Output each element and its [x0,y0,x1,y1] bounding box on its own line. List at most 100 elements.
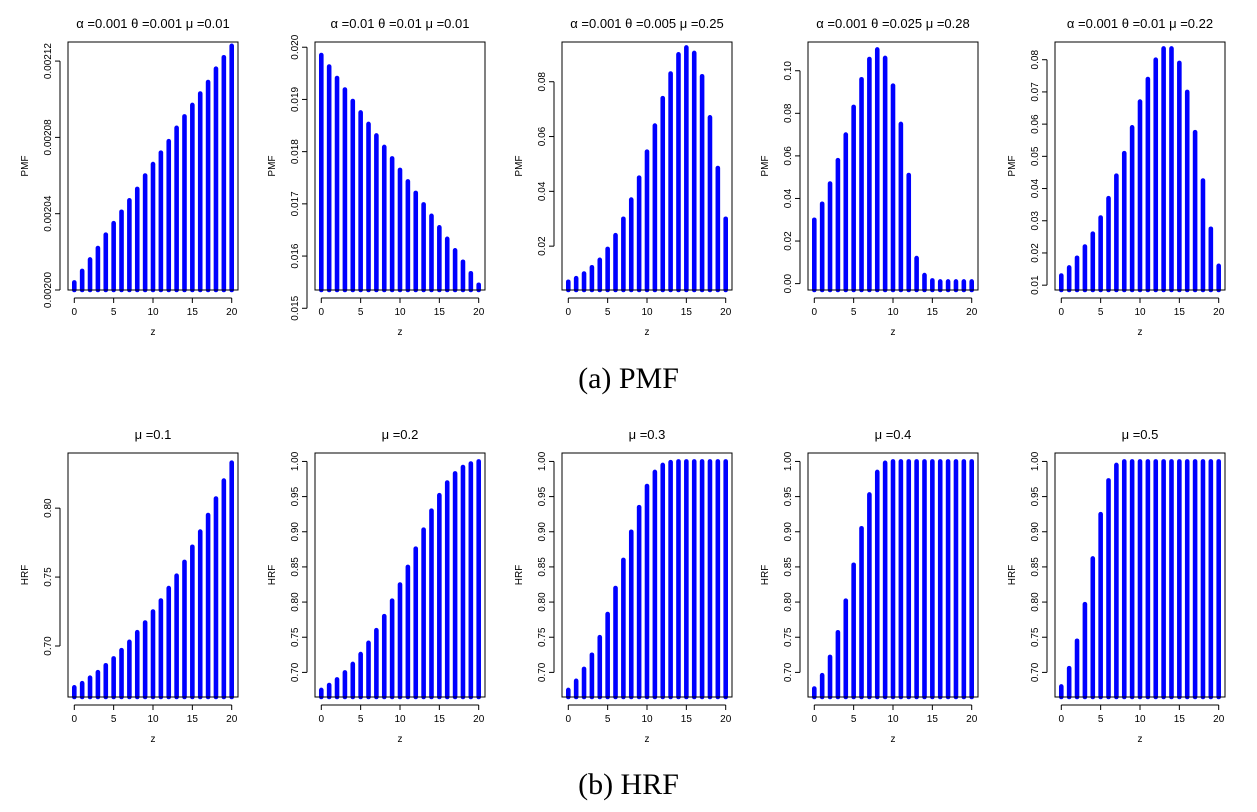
caption-pmf: (a) PMF [578,362,679,395]
y-tick-label: 0.85 [537,557,548,577]
chart-panel-b-4: μ =0.4 0 5 10 15 20 z 0.70 0.75 0.80 0.85 0.90 0.95 1… [760,427,979,745]
x-tick-label: 0 [566,714,572,725]
y-tick-label: 0.00212 [43,43,54,80]
plot-frame [1054,41,1226,291]
x-tick-label: 10 [641,714,653,725]
caption-hrf: (b) HRF [578,768,679,801]
x-axis-label: z [398,734,403,745]
chart-title: μ =0.5 [1122,427,1159,442]
y-tick-label: 0.03 [1030,211,1041,231]
chart-panel-b-5: μ =0.5 0 5 10 15 20 z 0.70 0.75 0.80 0.85 0.90 0.95 1… [1007,427,1226,745]
y-tick-label: 0.70 [43,636,54,656]
x-tick-label: 0 [72,307,78,318]
y-tick-label: 0.80 [290,592,301,612]
y-axis-label: PMF [1007,155,1018,176]
x-tick-label: 10 [887,307,899,318]
y-tick-label: 1.00 [290,451,301,471]
y-tick-label: 0.017 [290,191,301,216]
chart-title: α =0.001 θ =0.001 μ =0.01 [76,16,229,31]
y-tick-label: 0.90 [1030,522,1041,542]
x-tick-label: 5 [605,307,611,318]
y-axis-label: HRF [1007,565,1018,586]
y-tick-label: 1.00 [783,451,794,471]
x-axis-label: z [645,327,650,338]
chart-panel-b-2: μ =0.2 0 5 10 15 20 z 0.70 0.75 0.80 0.85 0.90 0.95 1… [267,427,486,745]
y-tick-label: 0.75 [290,627,301,647]
x-tick-label: 20 [720,714,732,725]
chart-title: α =0.001 θ =0.025 μ =0.28 [816,16,969,31]
y-tick-label: 0.80 [1030,592,1041,612]
x-tick-label: 5 [851,714,857,725]
y-tick-label: 0.07 [1030,82,1041,102]
chart-title: μ =0.4 [875,427,912,442]
y-tick-label: 0.00208 [43,119,54,156]
x-tick-label: 10 [394,307,406,318]
y-tick-label: 0.00 [783,273,794,293]
x-axis-label: z [1138,327,1143,338]
y-tick-label: 0.70 [290,662,301,682]
y-tick-label: 0.016 [290,243,301,268]
y-tick-label: 0.95 [537,486,548,506]
y-tick-label: 0.01 [1030,275,1041,295]
y-tick-label: 0.10 [783,61,794,81]
x-tick-label: 0 [319,307,325,318]
x-tick-label: 5 [111,307,117,318]
x-tick-label: 0 [812,307,818,318]
plot-frame [314,452,486,698]
y-tick-label: 0.95 [783,486,794,506]
chart-panel-a-2: α =0.01 θ =0.01 μ =0.01 0 5 10 15 20 z 0.015 0.0… [267,16,486,338]
y-axis-label: HRF [267,565,278,586]
y-tick-label: 0.06 [1030,114,1041,134]
chart-panel-b-1: μ =0.1 0 5 10 15 20 z 0.70 0.75 0.80 HRF [20,427,239,745]
y-tick-label: 0.80 [783,592,794,612]
x-tick-label: 20 [1213,714,1225,725]
y-tick-label: 0.018 [290,139,301,164]
x-tick-label: 10 [394,714,406,725]
x-tick-label: 15 [681,714,693,725]
y-tick-label: 0.00204 [43,195,54,232]
x-tick-label: 0 [1059,307,1065,318]
chart-panel-a-4: α =0.001 θ =0.025 μ =0.28 0 5 10 15 20 z 0.00 0.… [760,16,979,338]
chart-title: μ =0.2 [382,427,419,442]
x-tick-label: 20 [720,307,732,318]
plot-frame [1054,452,1226,698]
y-axis-label: HRF [20,565,31,586]
x-axis-label: z [151,734,156,745]
y-tick-label: 0.85 [783,557,794,577]
chart-panel-b-3: μ =0.3 0 5 10 15 20 z 0.70 0.75 0.80 0.85 0.90 0.95 1… [514,427,733,745]
y-axis-label: PMF [514,155,525,176]
y-tick-label: 0.95 [290,486,301,506]
plot-frame [67,41,239,291]
plot-frame [561,41,733,291]
x-tick-label: 20 [1213,307,1225,318]
x-tick-label: 0 [319,714,325,725]
chart-title: μ =0.1 [135,427,172,442]
x-tick-label: 20 [226,307,238,318]
x-tick-label: 20 [473,714,485,725]
x-tick-label: 20 [966,714,978,725]
y-tick-label: 0.019 [290,86,301,111]
y-tick-label: 1.00 [1030,451,1041,471]
chart-title: μ =0.3 [629,427,666,442]
y-tick-label: 0.06 [783,146,794,166]
y-tick-label: 0.02 [783,231,794,251]
y-tick-label: 0.80 [537,592,548,612]
x-tick-label: 5 [1098,714,1104,725]
chart-panel-a-1: α =0.001 θ =0.001 μ =0.01 0 5 10 15 20 z 0.0020… [20,16,239,338]
x-tick-label: 15 [927,307,939,318]
plot-frame [807,452,979,698]
x-tick-label: 5 [111,714,117,725]
y-tick-label: 0.05 [1030,146,1041,166]
x-axis-label: z [398,327,403,338]
x-tick-label: 0 [1059,714,1065,725]
plot-frame [561,452,733,698]
y-tick-label: 0.90 [290,522,301,542]
y-axis-label: PMF [760,155,771,176]
y-tick-label: 0.00200 [43,271,54,308]
y-tick-label: 0.70 [1030,662,1041,682]
y-tick-label: 0.015 [290,295,301,320]
x-axis-label: z [645,734,650,745]
y-tick-label: 0.02 [537,236,548,256]
x-axis-label: z [891,734,896,745]
